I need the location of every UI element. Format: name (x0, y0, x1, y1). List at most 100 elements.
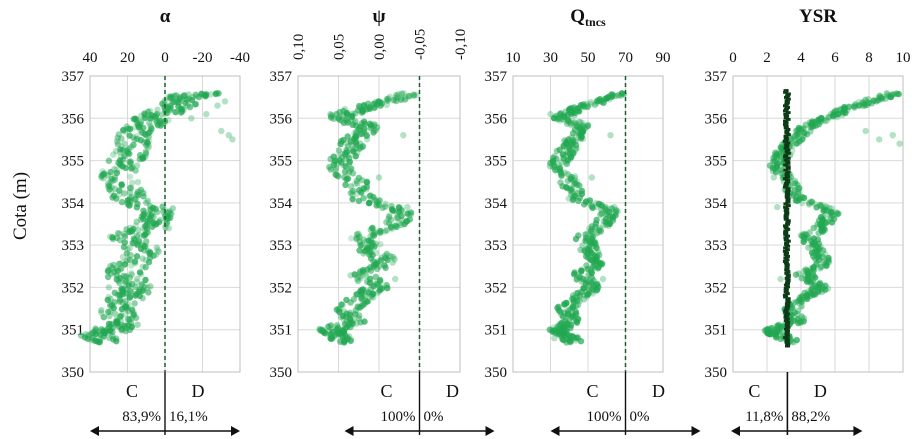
data-point (356, 273, 364, 280)
ysr-threshold-point (784, 210, 790, 214)
data-point (579, 119, 586, 127)
data-point (343, 116, 350, 123)
data-point (774, 322, 781, 330)
data-point (113, 318, 121, 325)
ysr-threshold-point (784, 243, 790, 246)
data-point (116, 298, 123, 305)
data-point (776, 321, 783, 328)
ysr-threshold-point (784, 265, 790, 268)
data-point (550, 154, 557, 162)
data-point (143, 138, 151, 146)
ysr-threshold-point (784, 307, 790, 311)
ysr-threshold-point (784, 102, 790, 106)
ysr-threshold-point (783, 283, 789, 287)
class-label-c: C (748, 381, 760, 401)
ysr-threshold-point (784, 150, 790, 153)
data-point (192, 91, 199, 99)
data-point (392, 275, 399, 283)
data-point (153, 244, 160, 251)
ysr-threshold-point (785, 117, 791, 121)
data-point (571, 192, 578, 199)
data-point (214, 102, 221, 109)
data-point (810, 224, 817, 232)
data-point (806, 229, 813, 236)
data-point (597, 226, 605, 233)
data-point (123, 123, 130, 130)
data-point (145, 108, 152, 116)
data-point (410, 91, 417, 98)
ysr-threshold-point (784, 173, 790, 177)
data-point (132, 222, 140, 229)
data-point (583, 262, 590, 269)
ysr-threshold-point (784, 241, 790, 245)
data-point (358, 275, 365, 282)
data-point (391, 256, 398, 263)
data-point (855, 98, 862, 106)
data-point (564, 307, 571, 315)
x-tick-label: 50 (581, 50, 596, 66)
ysr-threshold-point (785, 133, 791, 137)
ysr-threshold-point (785, 273, 791, 277)
data-point (599, 275, 607, 283)
data-point (213, 90, 220, 97)
data-point (185, 95, 192, 102)
data-point (578, 266, 585, 273)
data-point (350, 146, 357, 153)
data-point (818, 263, 825, 270)
ysr-threshold-point (783, 109, 788, 113)
data-point (134, 321, 141, 328)
data-point (797, 232, 805, 239)
x-tick-label: 0 (729, 50, 737, 66)
plot-frame (297, 75, 461, 373)
y-tick-label: 351 (705, 323, 728, 339)
data-point (111, 165, 118, 173)
data-point (215, 90, 222, 97)
ysr-threshold-point (783, 246, 789, 250)
data-point (153, 251, 160, 258)
data-point (383, 219, 390, 226)
ysr-threshold-point (783, 315, 789, 319)
data-point (173, 92, 180, 99)
ysr-threshold-point (783, 209, 789, 213)
ysr-threshold-point (783, 253, 789, 257)
data-point (148, 125, 155, 132)
data-point (107, 262, 114, 270)
ysr-threshold-point (785, 148, 791, 152)
ysr-threshold-point (784, 271, 790, 275)
panel-title-main: α (160, 6, 171, 27)
data-point (91, 337, 98, 344)
data-point (375, 174, 383, 181)
data-point (551, 335, 558, 342)
data-point (203, 91, 210, 98)
data-point (862, 96, 869, 104)
data-point (546, 326, 553, 333)
data-point (555, 303, 562, 310)
data-point (358, 184, 366, 192)
data-point (366, 199, 373, 206)
data-point (595, 200, 603, 207)
data-point (158, 111, 166, 118)
x-tick-label: -40 (230, 50, 250, 66)
panel-title: α (160, 6, 171, 27)
data-point (602, 216, 609, 223)
ysr-threshold-point (785, 285, 790, 289)
data-point (400, 132, 407, 139)
data-point (350, 296, 357, 303)
data-point (118, 321, 126, 329)
data-point (121, 190, 128, 197)
data-point (608, 205, 615, 212)
class-percent-c: 100% (587, 409, 622, 425)
data-point (142, 257, 149, 264)
data-point (569, 136, 577, 144)
data-point (799, 136, 806, 143)
ysr-threshold-point (783, 236, 789, 240)
ysr-threshold-point (784, 172, 790, 175)
ysr-threshold-point (784, 339, 790, 343)
data-point (147, 107, 154, 115)
ysr-threshold-point (785, 227, 791, 231)
data-point (122, 297, 129, 305)
ysr-threshold-point (783, 288, 789, 292)
data-point (877, 94, 884, 101)
data-point (143, 199, 150, 206)
